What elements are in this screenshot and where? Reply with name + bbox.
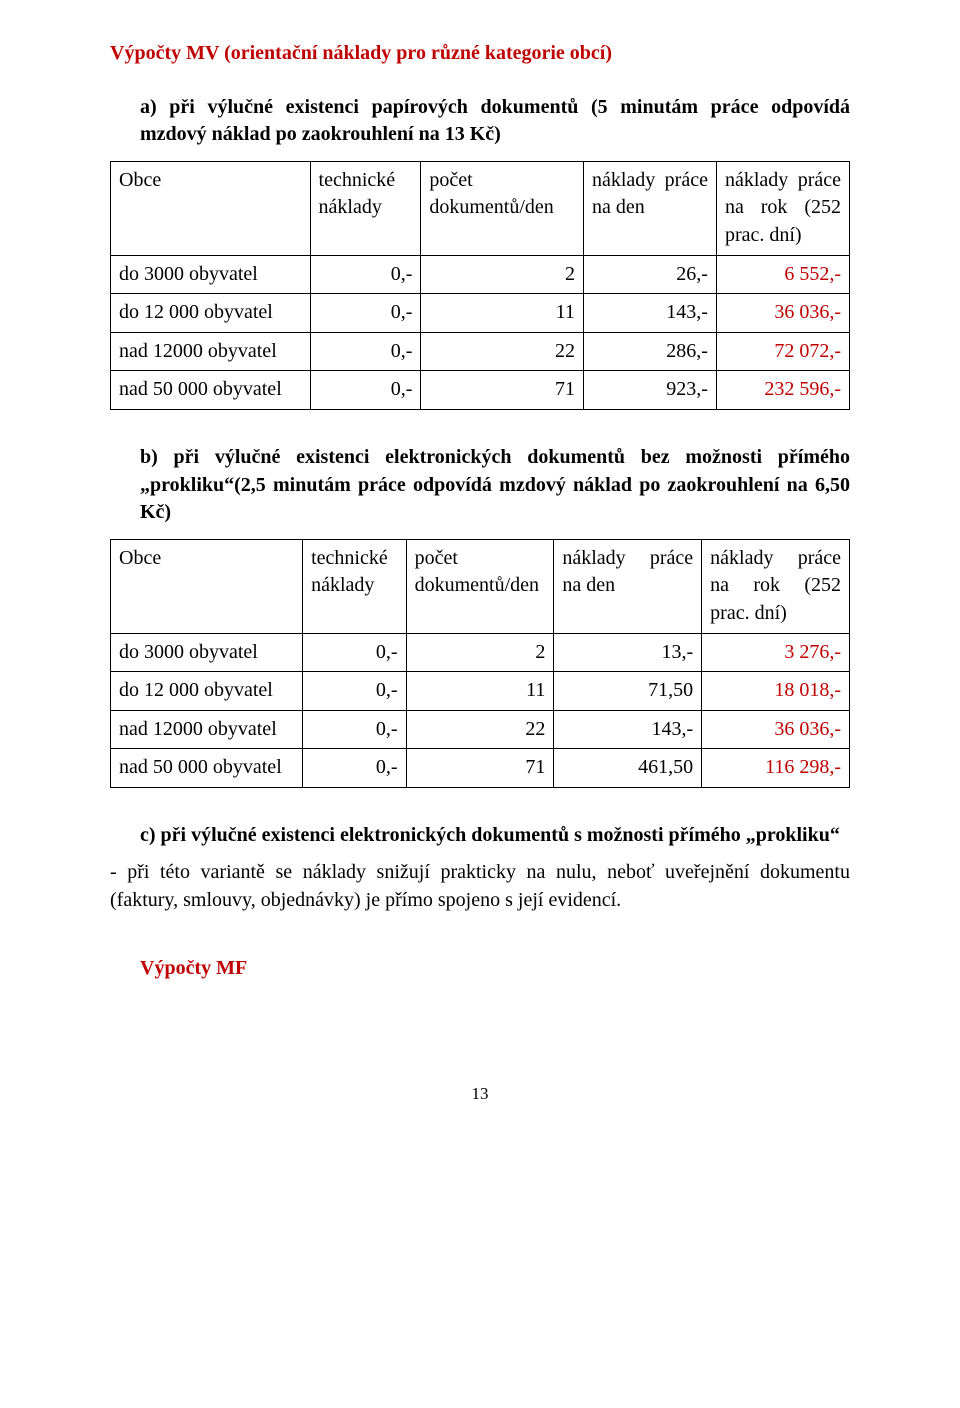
cell: 116 298,- (702, 749, 850, 788)
col-header: technické náklady (303, 539, 406, 633)
cell: 71,50 (554, 672, 702, 711)
cell: 0,- (310, 255, 421, 294)
cell: 36 036,- (716, 294, 849, 333)
cell: 3 276,- (702, 633, 850, 672)
cell: 36 036,- (702, 710, 850, 749)
col-header: technické náklady (310, 161, 421, 255)
table-row: nad 50 000 obyvatel 0,- 71 461,50 116 29… (111, 749, 850, 788)
col-header: náklady práce na rok (252 prac. dní) (702, 539, 850, 633)
table-row: do 12 000 obyvatel 0,- 11 143,- 36 036,- (111, 294, 850, 333)
cell: 22 (421, 332, 584, 371)
table-row: nad 50 000 obyvatel 0,- 71 923,- 232 596… (111, 371, 850, 410)
cell: 0,- (310, 294, 421, 333)
cell: do 3000 obyvatel (111, 633, 303, 672)
cell: 13,- (554, 633, 702, 672)
section-c-title: c) při výlučné existenci elektronických … (140, 822, 850, 850)
cell: do 3000 obyvatel (111, 255, 311, 294)
cell: 71 (421, 371, 584, 410)
col-header: Obce (111, 161, 311, 255)
subhead-mf: Výpočty MF (140, 955, 850, 983)
table-row: nad 12000 obyvatel 0,- 22 143,- 36 036,- (111, 710, 850, 749)
col-header: Obce (111, 539, 303, 633)
cell: 286,- (583, 332, 716, 371)
section-c-text: - při této variantě se náklady snižují p… (110, 859, 850, 914)
cell: 26,- (583, 255, 716, 294)
col-header: počet dokumentů/den (406, 539, 554, 633)
section-b-intro: b) při výlučné existenci elektronických … (140, 444, 850, 527)
table-row: Obce technické náklady počet dokumentů/d… (111, 161, 850, 255)
cell: 0,- (303, 672, 406, 711)
cell: 461,50 (554, 749, 702, 788)
cell: 0,- (310, 371, 421, 410)
table-row: do 12 000 obyvatel 0,- 11 71,50 18 018,- (111, 672, 850, 711)
table-row: Obce technické náklady počet dokumentů/d… (111, 539, 850, 633)
page-number: 13 (110, 1082, 850, 1105)
table-row: nad 12000 obyvatel 0,- 22 286,- 72 072,- (111, 332, 850, 371)
cell: 72 072,- (716, 332, 849, 371)
table-row: do 3000 obyvatel 0,- 2 13,- 3 276,- (111, 633, 850, 672)
cell: 923,- (583, 371, 716, 410)
cell: 11 (406, 672, 554, 711)
col-header: náklady práce na rok (252 prac. dní) (716, 161, 849, 255)
table-a: Obce technické náklady počet dokumentů/d… (110, 161, 850, 410)
cell: 143,- (583, 294, 716, 333)
col-header: náklady práce na den (554, 539, 702, 633)
cell: 18 018,- (702, 672, 850, 711)
cell: 2 (406, 633, 554, 672)
cell: 11 (421, 294, 584, 333)
cell: 71 (406, 749, 554, 788)
cell: nad 50 000 obyvatel (111, 371, 311, 410)
cell: 0,- (303, 710, 406, 749)
cell: 0,- (310, 332, 421, 371)
table-row: do 3000 obyvatel 0,- 2 26,- 6 552,- (111, 255, 850, 294)
section-a-intro: a) při výlučné existenci papírových doku… (140, 94, 850, 149)
col-header: náklady práce na den (583, 161, 716, 255)
cell: 143,- (554, 710, 702, 749)
cell: 22 (406, 710, 554, 749)
col-header: počet dokumentů/den (421, 161, 584, 255)
cell: nad 12000 obyvatel (111, 710, 303, 749)
page-heading: Výpočty MV (orientační náklady pro různé… (110, 40, 850, 68)
cell: 0,- (303, 633, 406, 672)
cell: nad 50 000 obyvatel (111, 749, 303, 788)
cell: 6 552,- (716, 255, 849, 294)
table-b: Obce technické náklady počet dokumentů/d… (110, 539, 850, 788)
cell: nad 12000 obyvatel (111, 332, 311, 371)
cell: do 12 000 obyvatel (111, 294, 311, 333)
cell: 0,- (303, 749, 406, 788)
cell: 232 596,- (716, 371, 849, 410)
cell: 2 (421, 255, 584, 294)
cell: do 12 000 obyvatel (111, 672, 303, 711)
